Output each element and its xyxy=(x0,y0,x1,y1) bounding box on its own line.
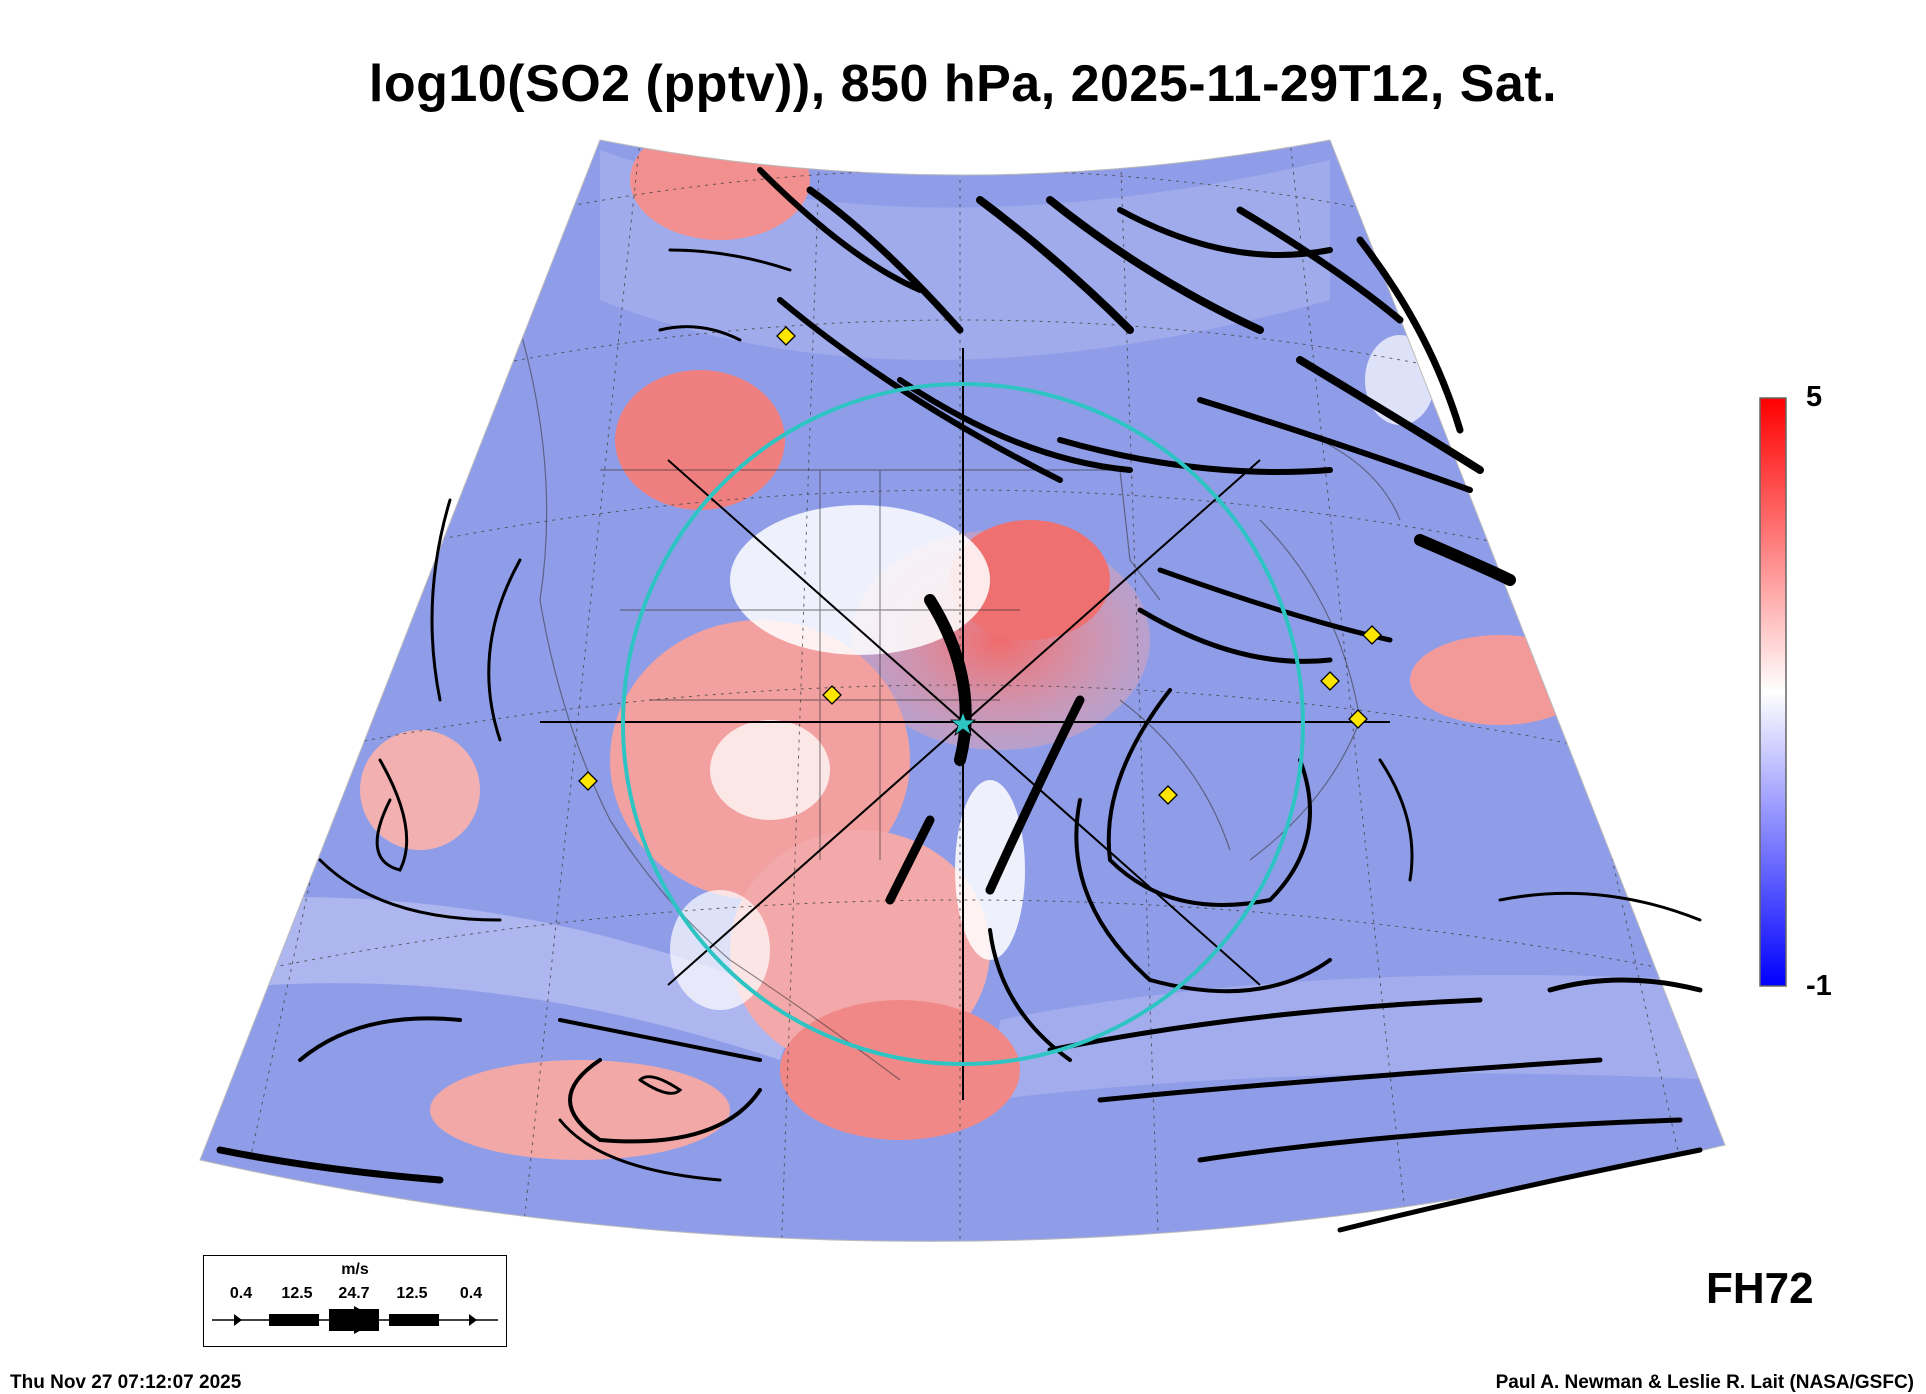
wind-legend-value: 0.4 xyxy=(229,1285,253,1302)
colorbar xyxy=(1759,397,1787,987)
wind-legend-value: 0.4 xyxy=(459,1285,483,1302)
center-star-icon xyxy=(949,710,977,737)
station-markers xyxy=(578,326,1382,805)
wind-legend-arrow-icon xyxy=(212,1306,498,1334)
wind-legend-value: 12.5 xyxy=(281,1285,313,1302)
map-title: log10(SO2 (pptv)), 850 hPa, 2025-11-29T1… xyxy=(368,55,1558,113)
wind-streamlines xyxy=(216,167,1703,1233)
colorbar-min-label: -1 xyxy=(1806,970,1832,1002)
forecast-hour-label: FH72 xyxy=(1706,1264,1814,1313)
colorbar-max-label: 5 xyxy=(1806,381,1823,413)
credit-line: Paul A. Newman & Leslie R. Lait (NASA/GS… xyxy=(1495,1372,1914,1393)
wind-legend-unit: m/s xyxy=(341,1261,369,1278)
timestamp: Thu Nov 27 07:12:07 2025 xyxy=(10,1372,242,1393)
wind-speed-legend: m/s 0.4 12.5 24.7 12.5 0.4 xyxy=(203,1255,507,1347)
range-ring xyxy=(621,382,1305,1066)
wind-legend-value: 12.5 xyxy=(396,1285,428,1302)
wind-legend-value: 24.7 xyxy=(338,1285,370,1302)
